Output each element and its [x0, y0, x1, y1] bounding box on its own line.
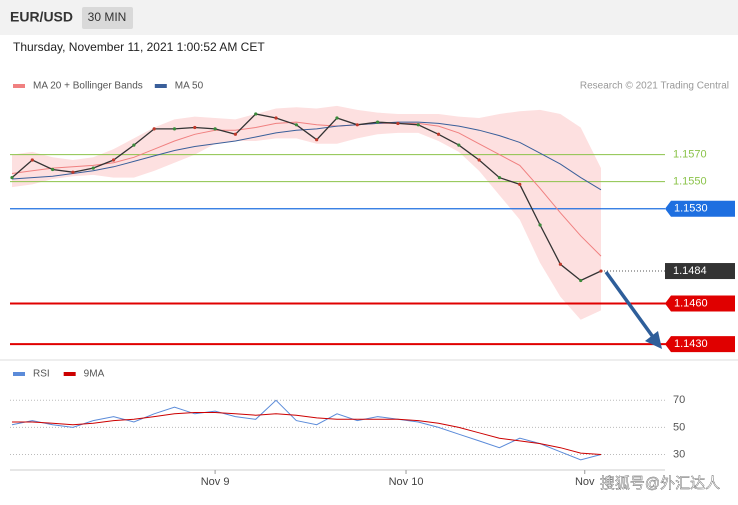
bollinger-band — [12, 105, 601, 320]
price-point — [111, 158, 116, 162]
interval[interactable]: 30 MIN — [88, 10, 127, 24]
level-label: 1.1484 — [673, 265, 707, 277]
watermark: 搜狐号@外汇达人 — [600, 475, 720, 492]
rsi-line — [11, 399, 602, 461]
plot: 1.1570 1.1550 1.1530 1.1484 1.1460 1.1430 MA 2… — [10, 81, 735, 488]
forecast-arrow — [604, 270, 655, 339]
level-label: 1.1460 — [674, 297, 708, 309]
price-point — [375, 120, 380, 124]
price-point — [51, 167, 55, 172]
price-point — [396, 121, 400, 126]
level-label: 1.1430 — [674, 338, 708, 350]
price-point — [233, 132, 238, 136]
price-point — [213, 127, 217, 131]
legend-label: MA 50 — [175, 81, 204, 92]
price-point — [416, 123, 420, 127]
legend-swatch — [154, 84, 167, 88]
price-point — [71, 170, 75, 174]
level-tag — [665, 263, 735, 280]
price-point — [254, 112, 258, 116]
credit: Research © 2021 Trading Central — [580, 81, 729, 92]
legend-swatch — [63, 372, 76, 376]
x-tick-label: Nov 10 — [389, 476, 424, 488]
price-point — [335, 116, 339, 120]
price-point — [579, 278, 583, 283]
price-point — [436, 132, 441, 136]
legend-swatch — [13, 84, 25, 88]
price-point — [518, 182, 522, 186]
price-point — [457, 143, 461, 147]
price-point — [538, 223, 542, 227]
ma-line — [11, 121, 602, 191]
symbol: EUR/USD — [10, 9, 73, 25]
level-tag — [665, 336, 735, 353]
price-point — [599, 269, 603, 273]
y-tick-label: 50 — [673, 421, 685, 433]
price-point — [193, 125, 197, 130]
price-point — [294, 123, 298, 127]
price-point — [172, 127, 177, 131]
level-label: 1.1570 — [673, 148, 707, 160]
price-point — [10, 176, 14, 180]
price-point — [152, 127, 156, 131]
ma-line — [11, 121, 602, 257]
legend-label: RSI — [33, 369, 50, 380]
price-point — [477, 158, 481, 162]
level-label: 1.1550 — [673, 176, 707, 188]
datetime: Thursday, November 11, 2021 1:00:52 AM C… — [13, 40, 265, 54]
price-point — [30, 158, 34, 162]
price-point — [315, 138, 319, 142]
interval-badge[interactable] — [82, 7, 133, 29]
price-point — [497, 176, 502, 180]
price-point — [91, 166, 95, 170]
price-point — [355, 123, 359, 127]
price-point — [558, 262, 562, 266]
forecast-arrowhead — [645, 331, 662, 349]
level-label: 1.1530 — [674, 203, 708, 215]
legend-label: 9MA — [84, 369, 105, 380]
price-point — [274, 116, 278, 120]
rsi-line — [12, 412, 602, 455]
x-tick-label: Nov — [575, 476, 595, 488]
x-tick-label: Nov 9 — [201, 476, 230, 488]
level-tag — [665, 295, 735, 312]
legend-swatch — [13, 372, 25, 376]
price-point — [132, 143, 136, 147]
y-tick-label: 70 — [673, 394, 685, 406]
legend-label: MA 20 + Bollinger Bands — [33, 81, 143, 92]
level-tag — [665, 200, 735, 217]
price-line — [11, 113, 602, 282]
y-tick-label: 30 — [673, 448, 685, 460]
